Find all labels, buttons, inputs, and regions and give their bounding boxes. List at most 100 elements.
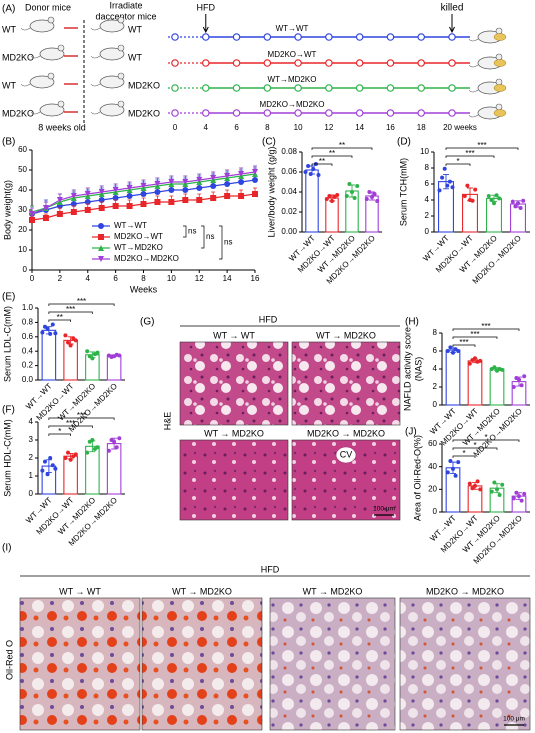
panel-label: (J) — [405, 427, 417, 438]
recipient-title: Irradiate — [109, 0, 142, 10]
data-point — [308, 172, 313, 176]
mouse-ear — [47, 72, 55, 80]
panel-label: (F) — [2, 405, 15, 416]
data-point — [518, 206, 523, 210]
recipient-label: MD2KO — [128, 80, 160, 90]
mouse-icon — [99, 47, 125, 61]
bar — [467, 360, 483, 406]
timeline-label: 0 — [173, 123, 178, 132]
timepoint — [386, 84, 395, 92]
marker — [154, 199, 161, 205]
data-point — [85, 349, 90, 354]
micrograph-title: WT → MD2KO — [204, 428, 264, 438]
data-point — [470, 198, 475, 203]
micrograph — [291, 439, 401, 521]
data-point — [50, 322, 55, 327]
timepoint — [325, 84, 333, 92]
y-axis-label: Serum LDL-C(mM) — [2, 306, 12, 382]
legend-annotation: ns — [206, 232, 214, 241]
data-point — [489, 198, 494, 202]
central-vein — [335, 446, 357, 464]
killed-label: killed — [441, 3, 464, 14]
marker — [126, 185, 133, 191]
timepoint — [201, 84, 210, 92]
data-point — [437, 188, 442, 193]
side-label: Oil-Red O — [4, 640, 14, 680]
y-tick-label: 2 — [29, 453, 34, 462]
marker — [238, 179, 245, 185]
timeline-label: 20 weeks — [443, 123, 477, 132]
marker — [112, 187, 119, 193]
timepoint — [232, 84, 241, 92]
data-point — [306, 164, 311, 168]
y-tick-label: 6 — [425, 179, 430, 188]
age-label: 8 weeks old — [38, 122, 86, 132]
data-point — [473, 187, 478, 192]
marker — [238, 193, 245, 199]
y-tick-label: 50 — [18, 165, 27, 174]
data-point — [511, 496, 516, 501]
timepoint — [263, 33, 272, 41]
y-tick-label: 40 — [18, 185, 27, 194]
x-tick-label: 10 — [167, 274, 176, 283]
data-point — [519, 498, 524, 503]
y-tick-label: 3 — [29, 435, 34, 444]
y-tick-label: 0.2 — [22, 361, 34, 370]
marker — [126, 203, 133, 209]
bar — [510, 203, 526, 233]
legend-marker — [98, 223, 104, 229]
marker — [140, 201, 147, 207]
data-point — [95, 445, 100, 450]
mouse-icon — [99, 75, 125, 89]
y-axis-label: NAFLD activity score — [402, 327, 412, 411]
marker — [224, 173, 231, 179]
timepoint — [417, 33, 426, 41]
panel-label: (D) — [397, 137, 411, 148]
data-point — [95, 350, 100, 355]
y-tick-label: 2 — [425, 211, 430, 220]
marker — [196, 185, 203, 191]
legend-annotation: ns — [188, 227, 196, 236]
marker — [98, 205, 105, 211]
side-label: H&E — [162, 412, 172, 431]
group-label: WT→WT — [276, 24, 309, 33]
data-point — [63, 456, 68, 460]
marker — [196, 197, 203, 203]
marker — [196, 177, 203, 183]
data-point — [117, 436, 122, 441]
mouse-ear — [57, 44, 65, 52]
marker — [84, 191, 91, 197]
bar — [325, 197, 339, 233]
data-point — [522, 491, 527, 496]
y-axis-label: (NAS) — [413, 357, 423, 382]
y-tick-label: 0 — [23, 265, 28, 274]
significance-label: ** — [57, 313, 63, 322]
x-axis-label: Weeks — [130, 284, 158, 294]
timeline-label: 18 — [417, 123, 426, 132]
data-point — [66, 450, 71, 455]
marker — [98, 197, 105, 203]
data-point — [492, 201, 496, 206]
y-tick-label: 40 — [428, 462, 437, 471]
timepoint — [171, 33, 179, 41]
y-tick-label: 20 — [428, 484, 437, 493]
data-point — [42, 459, 47, 464]
y-tick-label: 4 — [29, 417, 34, 426]
marker — [154, 189, 161, 195]
significance-label: * — [462, 449, 465, 458]
data-point — [90, 438, 95, 442]
significance-label: * — [456, 157, 459, 166]
significance-label: ** — [319, 157, 325, 166]
marker — [238, 171, 245, 177]
data-point — [112, 439, 117, 444]
data-point — [510, 199, 515, 204]
timepoint — [355, 84, 364, 92]
significance-bracket — [48, 303, 115, 306]
data-point — [372, 192, 377, 196]
data-point — [478, 487, 483, 492]
y-tick-label: 2 — [433, 382, 438, 391]
marker — [168, 187, 175, 193]
killed-arrow — [449, 14, 455, 34]
marker — [42, 205, 49, 211]
data-point — [473, 483, 477, 488]
